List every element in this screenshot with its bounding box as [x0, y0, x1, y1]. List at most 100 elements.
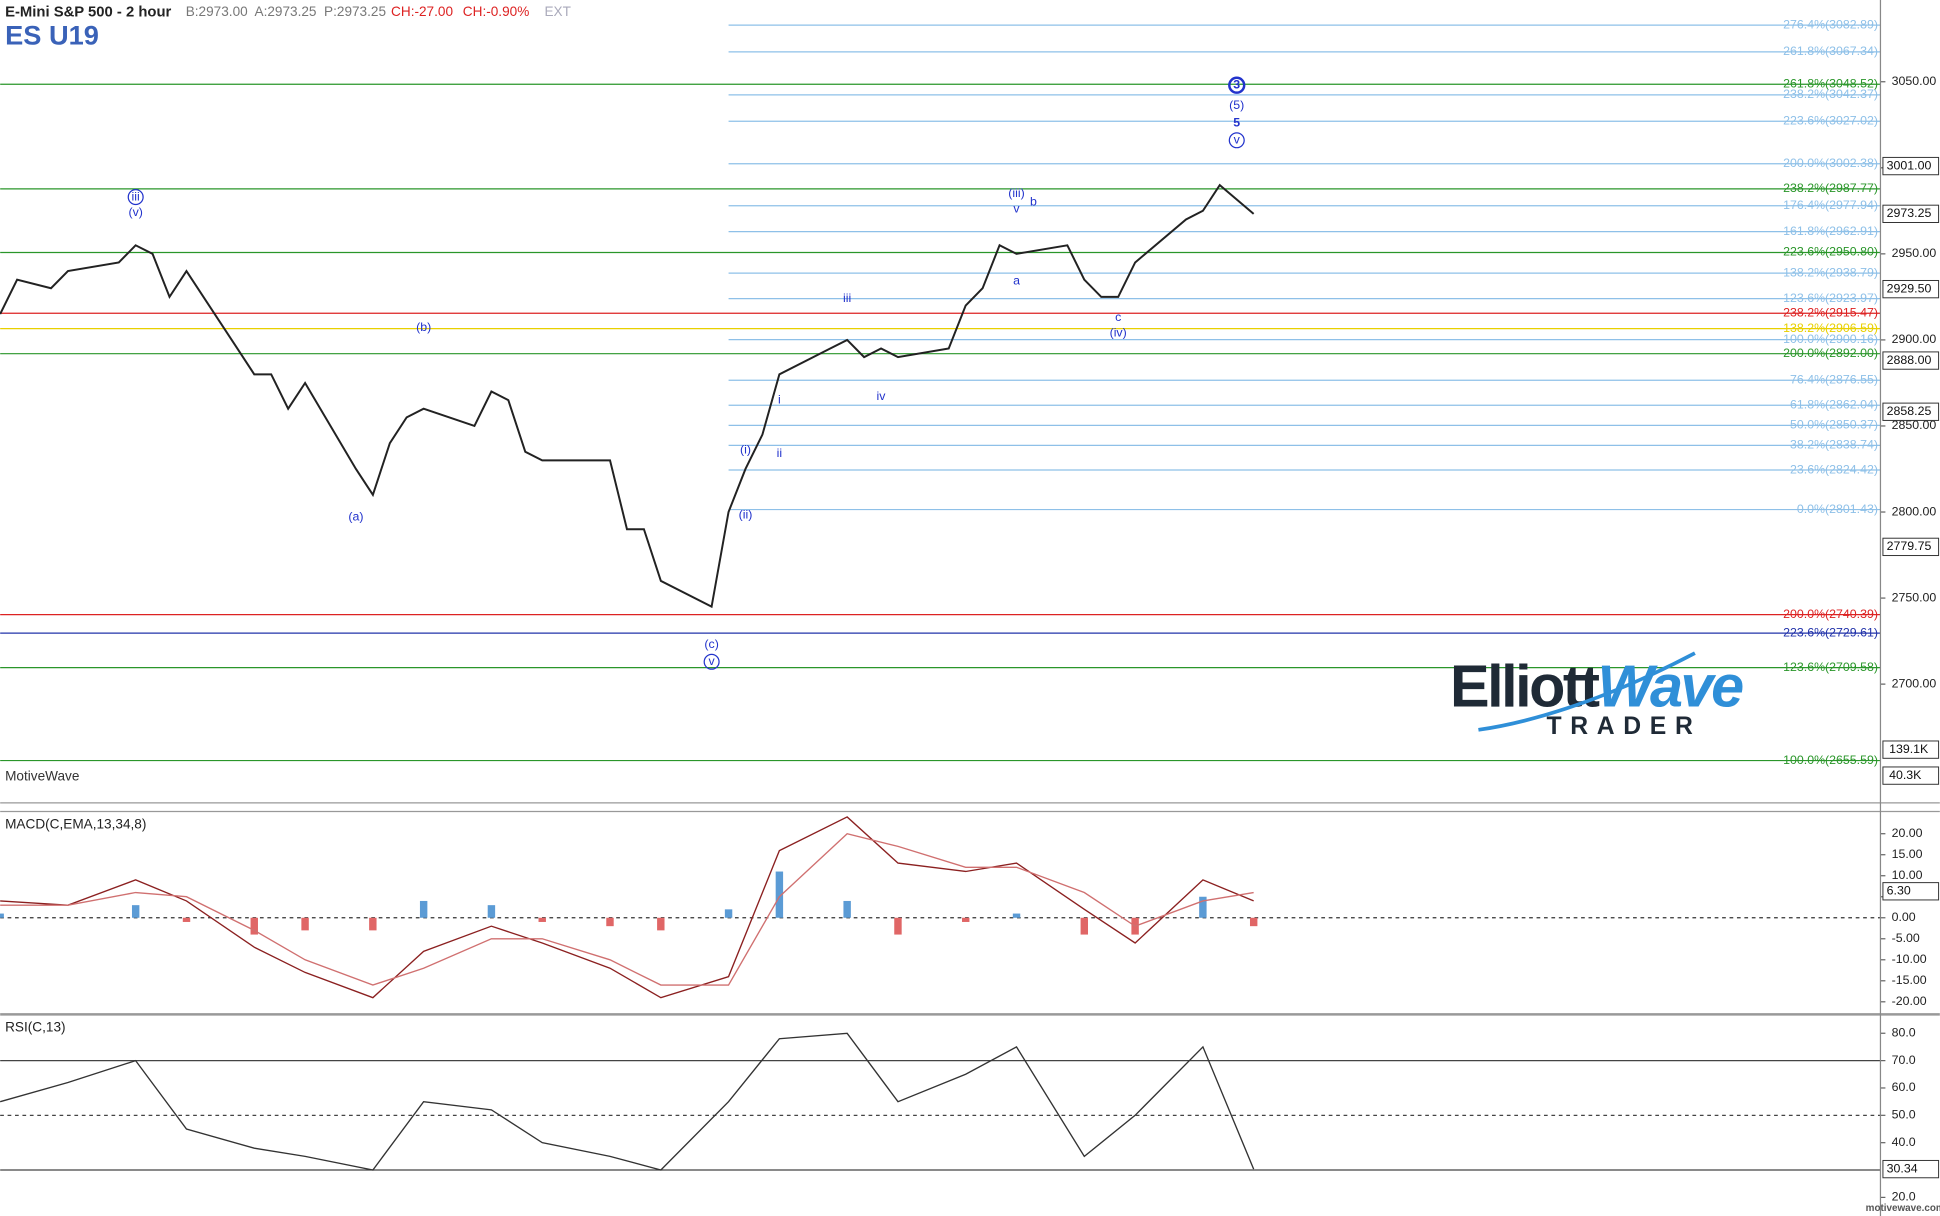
- site-label: motivewave.com: [1866, 1203, 1940, 1214]
- wave-label: iii: [843, 291, 851, 305]
- histogram-bar: [962, 917, 970, 922]
- grid-layer: [0, 24, 1886, 1199]
- histogram-bar: [250, 917, 258, 935]
- y-tick-label: 2800.00: [1892, 504, 1937, 518]
- fib-label: 138.2%(2938.79): [1783, 265, 1878, 279]
- price-marker-label: 2858.25: [1887, 404, 1932, 418]
- y-tick-label: 2850.00: [1892, 418, 1937, 432]
- y-tick-label: 2950.00: [1892, 246, 1937, 260]
- fib-label: 76.4%(2876.55): [1790, 373, 1878, 387]
- logo: ElliottWave: [1450, 652, 1743, 719]
- y-tick-label: 2750.00: [1892, 590, 1937, 604]
- session: EXT: [544, 4, 570, 19]
- y-tick-label: 2700.00: [1892, 676, 1937, 690]
- value-box: [1882, 882, 1940, 901]
- labels-layer: 2700.00 2750.00 2800.00 2850.00 2900.00 2950.…: [5, 17, 1940, 1204]
- logo-word: Wave: [1598, 652, 1744, 719]
- series-line: [0, 183, 1255, 609]
- panel-title: RSI(C,13): [5, 1020, 65, 1035]
- histogram-bar: [606, 917, 614, 927]
- wave-label: (i): [740, 442, 751, 456]
- wave-circle: [1228, 132, 1245, 149]
- fib-label: 223.6%(2729.61): [1783, 625, 1878, 639]
- volume-box: [1882, 740, 1940, 759]
- wave-label: iv: [877, 389, 887, 403]
- y-tick-label: 50.0: [1892, 1108, 1916, 1122]
- histogram-bar: [1249, 917, 1258, 927]
- price-marker-label: 3001.00: [1887, 158, 1932, 172]
- fib-label: 238.2%(3042.37): [1783, 87, 1878, 101]
- logo-sub: TRADER: [1546, 713, 1701, 740]
- histogram-bar: [487, 905, 496, 918]
- wave-label: (b): [416, 320, 431, 334]
- y-tick-label: 40.0: [1892, 1135, 1916, 1149]
- fib-label: 100.0%(2900.16): [1783, 332, 1878, 346]
- fib-label: 223.6%(2950.80): [1783, 245, 1878, 259]
- price-marker: [1882, 279, 1940, 299]
- histogram-bar: [657, 917, 665, 931]
- wave-circle: [127, 189, 144, 206]
- y-tick-label: 20.0: [1892, 1190, 1916, 1204]
- y-tick-label: 15.00: [1892, 847, 1923, 861]
- wave-label: i: [778, 392, 781, 406]
- y-tick-label: -20.00: [1892, 994, 1927, 1008]
- fib-label: 223.6%(3027.02): [1783, 114, 1878, 128]
- fib-label: 200.0%(2892.00): [1783, 346, 1878, 360]
- fib-label: 238.2%(2987.77): [1783, 181, 1878, 195]
- y-tick-label: -5.00: [1892, 931, 1920, 945]
- histogram-bar: [1199, 896, 1207, 918]
- histogram-bar: [182, 917, 191, 922]
- price-marker: [1882, 351, 1940, 370]
- wave-label: 5: [1233, 115, 1240, 129]
- y-tick-label: 2900.00: [1892, 332, 1937, 346]
- y-tick-label: 60.0: [1892, 1080, 1916, 1094]
- volume-label: 40.3K: [1889, 768, 1922, 782]
- series-line: [0, 1032, 1255, 1171]
- histogram-bar: [419, 900, 428, 918]
- instrument-title: E-Mini S&P 500 - 2 hour: [5, 4, 171, 20]
- fib-label: 200.0%(3002.38): [1783, 156, 1878, 170]
- wave-label: (iii): [1008, 186, 1024, 200]
- wave-label: ii: [777, 446, 783, 460]
- y-tick-label: 3050.00: [1892, 74, 1937, 88]
- wave-label: (ii): [739, 508, 753, 522]
- fib-label: 123.6%(2709.58): [1783, 660, 1878, 674]
- price-marker: [1882, 402, 1940, 421]
- fib-label: 238.2%(2915.47): [1783, 306, 1878, 320]
- value-box-label: 30.34: [1887, 1161, 1918, 1175]
- last-price-label: 2973.25: [1887, 206, 1932, 220]
- wave-circle: [1228, 76, 1246, 94]
- y-tick-label: 0.00: [1892, 910, 1916, 924]
- y-tick-label: -15.00: [1892, 973, 1927, 987]
- fib-label: 200.0%(2740.39): [1783, 607, 1878, 621]
- wave-label: a: [1013, 274, 1020, 288]
- wave-label: v: [1234, 133, 1241, 147]
- wave-label: (5): [1229, 98, 1244, 112]
- histogram-bar: [369, 917, 377, 931]
- value-box-label: 6.30: [1887, 884, 1911, 898]
- wave-circle: [703, 653, 720, 670]
- wave-label: v: [709, 654, 716, 668]
- fib-label: 23.6%(2824.42): [1790, 462, 1878, 476]
- fib-label: 38.2%(2838.74): [1790, 438, 1878, 452]
- price-marker: [1882, 537, 1940, 557]
- histogram-bar: [775, 871, 784, 918]
- fib-label: 0.0%(2801.43): [1797, 502, 1878, 516]
- series-line: [0, 816, 1254, 999]
- histogram-bar: [538, 917, 546, 922]
- y-tick-label: 70.0: [1892, 1053, 1916, 1067]
- wave-label: (c): [704, 637, 718, 651]
- logo-word: Elliott: [1450, 652, 1600, 719]
- histogram-bar: [1012, 913, 1021, 918]
- marks-layer: [0, 76, 1258, 1171]
- y-tick-label: 80.0: [1892, 1026, 1916, 1040]
- logo-swoosh: [1478, 651, 1696, 732]
- fib-label: 276.4%(3082.89): [1783, 17, 1878, 31]
- y-tick-label: 20.00: [1892, 826, 1923, 840]
- price-marker: [1882, 156, 1940, 176]
- panel-title: MACD(C,EMA,13,34,8): [5, 817, 146, 832]
- fib-label: 123.6%(2923.97): [1783, 291, 1878, 305]
- wave-label: (v): [128, 205, 142, 219]
